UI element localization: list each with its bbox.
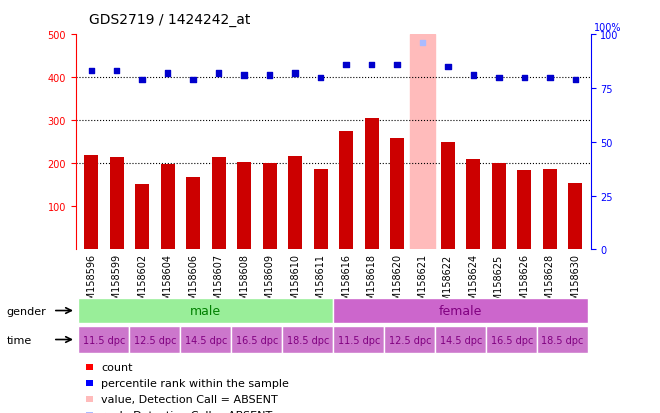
Bar — [110, 157, 123, 250]
Bar — [288, 156, 302, 250]
Bar — [410, 35, 435, 250]
Text: GSM158604: GSM158604 — [162, 254, 173, 313]
Text: GSM158608: GSM158608 — [239, 254, 249, 313]
Text: time: time — [7, 335, 32, 345]
Point — [544, 75, 555, 81]
Bar — [186, 178, 200, 250]
Text: percentile rank within the sample: percentile rank within the sample — [101, 378, 289, 388]
Bar — [86, 380, 94, 387]
Text: GSM158618: GSM158618 — [366, 254, 376, 313]
Text: GSM158622: GSM158622 — [443, 254, 453, 313]
Text: GSM158596: GSM158596 — [86, 254, 96, 313]
Bar — [84, 155, 98, 250]
Bar — [237, 163, 251, 250]
Text: 11.5 dpc: 11.5 dpc — [82, 335, 125, 345]
Text: 16.5 dpc: 16.5 dpc — [490, 335, 533, 345]
Text: GSM158609: GSM158609 — [265, 254, 275, 313]
Text: GSM158620: GSM158620 — [392, 254, 402, 313]
Bar — [180, 326, 232, 354]
Bar — [364, 119, 379, 250]
Point — [290, 71, 300, 77]
Point — [570, 77, 581, 83]
Bar — [86, 364, 94, 370]
Bar — [517, 171, 531, 250]
Text: 12.5 dpc: 12.5 dpc — [134, 335, 176, 345]
Point — [417, 40, 428, 47]
Bar — [543, 169, 557, 250]
Bar — [537, 326, 588, 354]
Text: GSM158610: GSM158610 — [290, 254, 300, 313]
Bar — [86, 396, 94, 402]
Text: GSM158626: GSM158626 — [519, 254, 529, 313]
Bar — [339, 131, 353, 250]
Point — [392, 62, 403, 69]
Point — [86, 68, 96, 75]
Text: 11.5 dpc: 11.5 dpc — [338, 335, 380, 345]
Bar — [568, 183, 582, 250]
Text: 18.5 dpc: 18.5 dpc — [286, 335, 329, 345]
Text: GSM158611: GSM158611 — [315, 254, 325, 313]
Bar — [416, 164, 430, 250]
Point — [239, 73, 249, 79]
Point — [112, 68, 122, 75]
Bar — [492, 164, 506, 250]
Point — [468, 73, 478, 79]
Bar — [212, 157, 226, 250]
Text: rank, Detection Call = ABSENT: rank, Detection Call = ABSENT — [101, 410, 273, 413]
Text: count: count — [101, 362, 133, 372]
Text: GSM158606: GSM158606 — [188, 254, 198, 313]
Point — [137, 77, 147, 83]
Text: value, Detection Call = ABSENT: value, Detection Call = ABSENT — [101, 394, 278, 404]
Text: GDS2719 / 1424242_at: GDS2719 / 1424242_at — [89, 13, 251, 27]
Bar — [135, 185, 149, 250]
Text: GSM158607: GSM158607 — [214, 254, 224, 313]
Point — [188, 77, 199, 83]
Text: female: female — [439, 304, 482, 317]
Point — [519, 75, 530, 81]
Text: GSM158616: GSM158616 — [341, 254, 351, 313]
Bar — [79, 326, 129, 354]
Text: GSM158630: GSM158630 — [570, 254, 580, 313]
Text: male: male — [190, 304, 222, 317]
Bar — [129, 326, 180, 354]
Bar — [282, 326, 333, 354]
Bar — [160, 165, 175, 250]
Bar — [86, 411, 94, 413]
Bar — [232, 326, 282, 354]
Bar — [333, 326, 384, 354]
Text: 100%: 100% — [594, 23, 622, 33]
Bar — [384, 326, 435, 354]
Text: GSM158621: GSM158621 — [418, 254, 428, 313]
Point — [443, 64, 453, 71]
Text: 18.5 dpc: 18.5 dpc — [541, 335, 584, 345]
Bar — [441, 142, 455, 250]
Text: 14.5 dpc: 14.5 dpc — [440, 335, 482, 345]
Bar — [486, 326, 537, 354]
Point — [494, 75, 504, 81]
Bar — [314, 169, 327, 250]
Text: GSM158624: GSM158624 — [469, 254, 478, 313]
Point — [264, 73, 275, 79]
Bar — [333, 299, 588, 323]
Point — [213, 71, 224, 77]
Text: GSM158625: GSM158625 — [494, 254, 504, 313]
Point — [341, 62, 351, 69]
Bar — [263, 164, 277, 250]
Text: GSM158602: GSM158602 — [137, 254, 147, 313]
Text: GSM158628: GSM158628 — [545, 254, 555, 313]
Text: GSM158599: GSM158599 — [112, 254, 121, 313]
Bar — [390, 138, 404, 250]
Text: gender: gender — [7, 306, 46, 316]
Bar — [435, 326, 486, 354]
Text: 16.5 dpc: 16.5 dpc — [236, 335, 278, 345]
Bar — [79, 299, 333, 323]
Point — [315, 75, 326, 81]
Text: 14.5 dpc: 14.5 dpc — [185, 335, 227, 345]
Bar — [467, 160, 480, 250]
Point — [366, 62, 377, 69]
Text: 12.5 dpc: 12.5 dpc — [389, 335, 431, 345]
Point — [162, 71, 173, 77]
